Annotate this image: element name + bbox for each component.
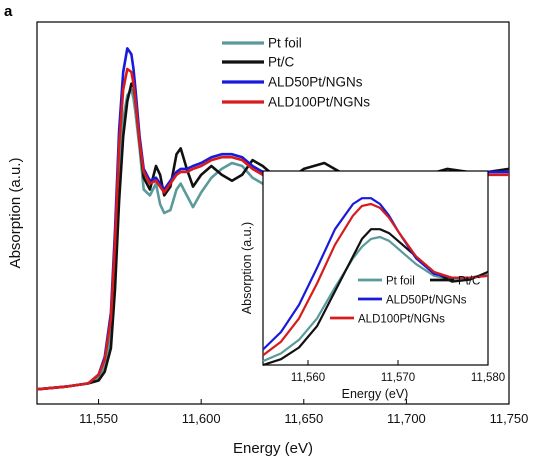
inset-chart: 11,560 11,570 11,580 Energy (eV) Absorptio… xyxy=(240,170,505,401)
main-x-tick-label: 11,700 xyxy=(387,411,426,426)
inset-plot-frame xyxy=(262,170,489,366)
inset-series-group xyxy=(262,197,489,367)
main-x-ticks: 11,550 11,600 11,650 11,700 11,750 xyxy=(79,399,528,426)
inset-legend-label-ald50pt-ngns: ALD50Pt/NGNs xyxy=(386,295,467,307)
inset-y-axis-label: Absorption (a.u.) xyxy=(240,222,254,314)
main-legend: Pt foil Pt/C ALD50Pt/NGNs ALD100Pt/NGNs xyxy=(222,36,370,110)
inset-x-tick-label: 11,570 xyxy=(381,372,415,384)
inset-x-ticks: 11,560 11,570 11,580 xyxy=(291,360,505,384)
main-legend-label-ald50pt-ngns: ALD50Pt/NGNs xyxy=(268,75,363,90)
panel-label: a xyxy=(4,3,13,20)
main-legend-label-pt-c: Pt/C xyxy=(268,55,295,70)
main-x-axis-label: Energy (eV) xyxy=(233,440,313,457)
inset-x-tick-label: 11,580 xyxy=(471,372,505,384)
main-legend-label-ald100pt-ngns: ALD100Pt/NGNs xyxy=(268,95,370,110)
inset-legend-label-ald100pt-ngns: ALD100Pt/NGNs xyxy=(358,314,445,326)
inset-legend: Pt foil Pt/C ALD50Pt/NGNs ALD100Pt/NGNs xyxy=(330,276,480,326)
main-plot-frame xyxy=(36,21,510,405)
main-legend-label-pt-foil: Pt foil xyxy=(268,36,302,51)
inset-x-tick-label: 11,560 xyxy=(291,372,325,384)
main-x-tick-label: 11,550 xyxy=(79,411,118,426)
main-x-tick-label: 11,750 xyxy=(490,411,529,426)
inset-series-ald100pt-ngns xyxy=(262,202,489,357)
main-x-tick-label: 11,650 xyxy=(284,411,323,426)
main-y-axis-label: Absorption (a.u.) xyxy=(7,158,24,269)
inset-legend-label-pt-c: Pt/C xyxy=(458,276,480,288)
inset-x-axis-label: Energy (eV) xyxy=(342,387,409,401)
inset-legend-label-pt-foil: Pt foil xyxy=(386,276,415,288)
main-x-tick-label: 11,600 xyxy=(182,411,221,426)
